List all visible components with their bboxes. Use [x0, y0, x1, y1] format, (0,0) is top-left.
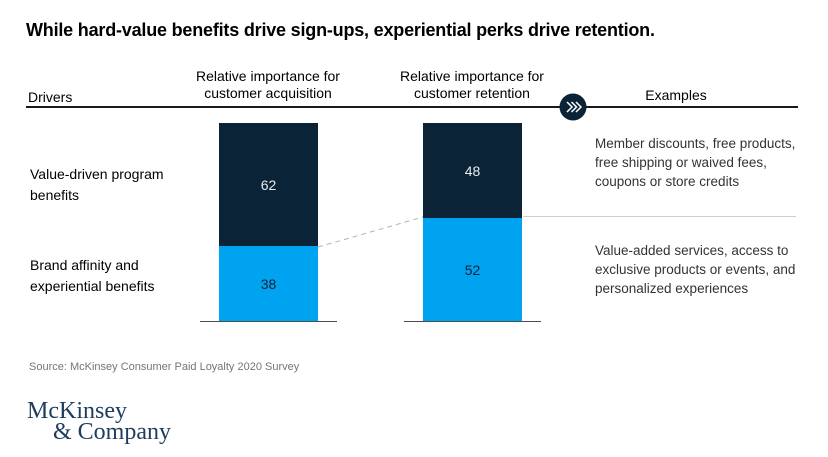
row-label-brand-affinity: Brand affinity and experiential benefits [30, 257, 155, 294]
bar-segment-retention-brand-affinity: 52 [423, 218, 522, 321]
bar-value-label: 38 [260, 275, 277, 292]
example-text-brand-affinity: Value-added services, access to exclusiv… [595, 243, 796, 296]
bar-value-label: 48 [464, 162, 481, 179]
mckinsey-company-logo: McKinsey & Company [27, 398, 171, 445]
example-text-value-driven: Member discounts, free products, free sh… [595, 136, 796, 189]
chevrons-right-icon [559, 93, 587, 121]
bar-axis-line-acquisition [200, 321, 337, 322]
bar-value-label: 62 [260, 176, 277, 193]
page-title: While hard-value benefits drive sign-ups… [26, 20, 655, 40]
bar-axis-line-retention [404, 321, 541, 322]
dashed-connector-line [317, 216, 424, 248]
examples-separator-line [523, 216, 796, 217]
logo-line-1: McKinsey [27, 398, 127, 424]
bar-retention: 48 52 [423, 123, 522, 321]
column-header-drivers: Drivers [28, 89, 73, 105]
bar-segment-retention-value-driven: 48 [423, 123, 522, 218]
logo-line-2: & Company [53, 419, 171, 445]
bar-value-label: 52 [464, 261, 481, 278]
bar-segment-acquisition-brand-affinity: 38 [219, 246, 318, 321]
bar-segment-acquisition-value-driven: 62 [219, 123, 318, 246]
column-header-acquisition: Relative importance for customer acquisi… [196, 68, 340, 101]
source-note: Source: McKinsey Consumer Paid Loyalty 2… [29, 361, 300, 373]
header-divider-line [26, 106, 798, 108]
column-header-retention: Relative importance for customer retenti… [400, 68, 544, 101]
bar-acquisition: 62 38 [219, 123, 318, 321]
column-header-examples: Examples [645, 87, 707, 103]
row-label-value-driven: Value-driven program benefits [30, 166, 164, 203]
